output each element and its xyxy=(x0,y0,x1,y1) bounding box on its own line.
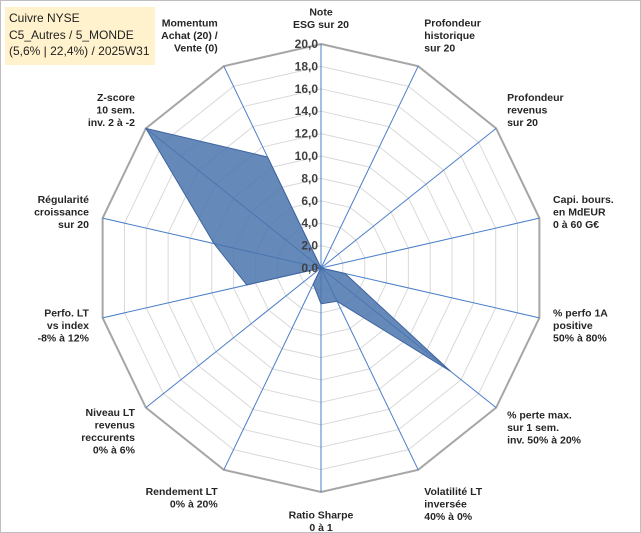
axis-label-line: Rendement LT xyxy=(146,486,219,498)
axis-label-line: Régularité xyxy=(38,194,90,206)
axis-label-line: Achat (20) / xyxy=(161,30,218,42)
tick-label: 18,0 xyxy=(295,59,319,73)
axis-label-line: inversée xyxy=(424,499,467,511)
tick-label: 6,0 xyxy=(301,194,318,208)
axis-label-line: positive xyxy=(553,320,593,332)
axis-spoke xyxy=(223,267,322,471)
axis-label: Rendement LT 0% à 20% xyxy=(146,486,219,511)
axis-label-line: Profondeur xyxy=(424,17,481,29)
axis-label: % perfo 1A positive 50% à 80% xyxy=(553,307,608,344)
axis-label-line: Vente (0) xyxy=(174,42,218,54)
axis-label-line: inv. 50% à 20% xyxy=(507,435,582,447)
tick-label: 16,0 xyxy=(295,82,319,96)
tick-label: 0,0 xyxy=(301,261,318,275)
axis-label-line: Ratio Sharpe xyxy=(289,510,354,522)
chart-title-box: Cuivre NYSE C5_Autres / 5_MONDE (5,6% | … xyxy=(5,7,155,65)
axis-spoke xyxy=(320,217,540,269)
axis-spoke xyxy=(320,65,419,269)
axis-spoke xyxy=(320,267,540,319)
tick-label: 12,0 xyxy=(295,127,319,141)
axis-label-line: -8% à 12% xyxy=(38,332,90,344)
tick-label: 4,0 xyxy=(301,216,318,230)
series-layer xyxy=(144,127,451,372)
axis-label-line: 0% à 20% xyxy=(170,499,219,511)
title-line-1: Cuivre NYSE xyxy=(9,11,80,25)
axis-label: Perfo. LT vs index -8% à 12% xyxy=(38,307,90,344)
axis-label-line: Perfo. LT xyxy=(44,307,89,319)
axis-label-line: Momentum xyxy=(162,17,218,29)
axis-spoke xyxy=(320,127,497,269)
title-line-3: (5,6% | 22,4%) / 2025W31 xyxy=(9,44,150,58)
axis-label-line: 0% à 6% xyxy=(93,445,136,457)
axis-label: Note ESG sur 20 xyxy=(293,7,349,32)
axis-label-line: % perfo 1A xyxy=(553,307,608,319)
axis-label-line: 0 à 1 xyxy=(309,522,333,532)
axis-label-line: croissance xyxy=(34,207,89,219)
axis-label: Régularité croissance sur 20 xyxy=(34,194,89,231)
label-layer: Note ESG sur 20 Profondeur historique sur 20… xyxy=(34,7,614,533)
axis-label-line: historique xyxy=(424,30,475,42)
axis-label: Profondeur historique sur 20 xyxy=(424,17,481,54)
axis-label-line: 50% à 80% xyxy=(553,332,607,344)
title-line-2: C5_Autres / 5_MONDE xyxy=(9,27,134,42)
axis-label-line: Note xyxy=(309,7,332,19)
tick-label: 10,0 xyxy=(295,149,319,163)
axis-label-line: sur 20 xyxy=(507,117,538,129)
axis-label-line: revenus xyxy=(507,104,547,116)
axis-label-line: 40% à 0% xyxy=(424,511,473,523)
axis-label-line: 10 sem. xyxy=(96,104,135,116)
axis-label-line: % perte max. xyxy=(507,410,572,422)
tick-label: 14,0 xyxy=(295,104,319,118)
series-area xyxy=(144,127,451,372)
axis-label: Volatilité LT inversée 40% à 0% xyxy=(424,486,483,523)
axis-label-line: 0 à 60 G€ xyxy=(553,219,599,231)
axis-label-line: en MdEUR xyxy=(553,207,606,219)
axis-label: Profondeur revenus sur 20 xyxy=(507,92,564,129)
axis-label: Ratio Sharpe 0 à 1 xyxy=(289,510,354,533)
axis-label-line: inv. 2 à -2 xyxy=(88,117,135,129)
axis-label-line: sur 20 xyxy=(424,42,455,54)
axis-label-line: Volatilité LT xyxy=(424,486,483,498)
axis-label: Momentum Achat (20) / Vente (0) xyxy=(161,17,218,54)
axis-label: Niveau LT revenus reccurents 0% à 6% xyxy=(81,407,135,457)
axis-label-line: sur 20 xyxy=(58,219,89,231)
axis-label-line: reccurents xyxy=(81,432,135,444)
axis-label-line: Profondeur xyxy=(507,92,564,104)
axis-spoke xyxy=(145,267,322,409)
axis-label-line: revenus xyxy=(95,420,135,432)
axis-label-line: Niveau LT xyxy=(86,407,136,419)
tick-layer: 0,0 2,0 4,0 6,0 8,0 10,0 12,0 14,0 16,0 18,0 20,0 xyxy=(295,37,319,275)
axis-label: Capi. bours. en MdEUR 0 à 60 G€ xyxy=(553,194,614,231)
axis-label-line: vs index xyxy=(47,320,89,332)
tick-label: 2,0 xyxy=(301,239,318,253)
axis-label: Z-score 10 sem. inv. 2 à -2 xyxy=(88,92,135,129)
axis-label-line: Z-score xyxy=(97,92,135,104)
tick-label: 8,0 xyxy=(301,171,318,185)
tick-label: 20,0 xyxy=(295,37,319,51)
axis-label-line: ESG sur 20 xyxy=(293,19,349,31)
axis-label: % perte max. sur 1 sem. inv. 50% à 20% xyxy=(507,410,582,447)
axis-label-line: sur 1 sem. xyxy=(507,422,559,434)
axis-label-line: Capi. bours. xyxy=(553,194,614,206)
